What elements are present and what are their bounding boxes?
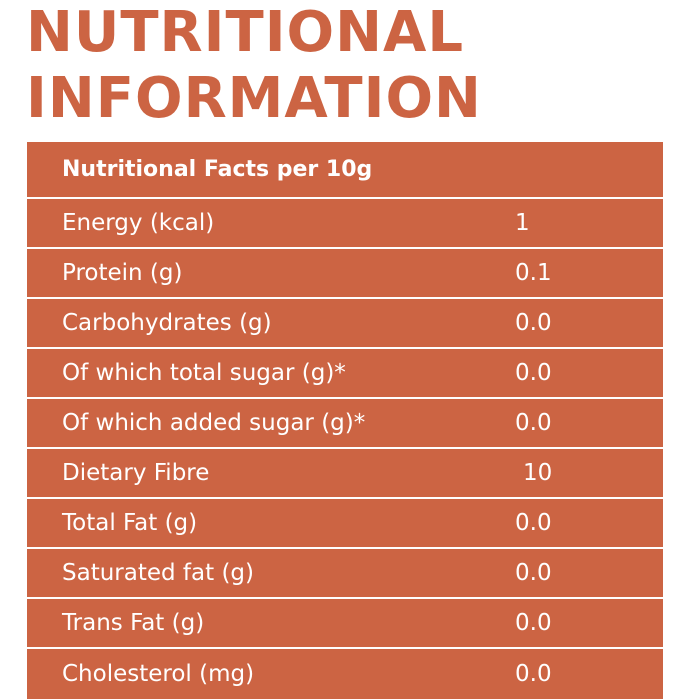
row-label: Dietary Fibre [62,460,210,486]
row-label: Total Fat (g) [62,510,198,536]
row-label: Of which total sugar (g)* [62,360,346,386]
table-row: Of which total sugar (g)* 0.0 [27,349,663,399]
table-row: Of which added sugar (g)* 0.0 [27,399,663,449]
row-label: Saturated fat (g) [62,560,254,586]
row-label: Cholesterol (mg) [62,661,255,687]
row-value: 0.0 [515,510,552,536]
table-row: Protein (g) 0.1 [27,249,663,299]
table-row: Total Fat (g) 0.0 [27,499,663,549]
row-label: Trans Fat (g) [62,610,205,636]
row-value: 0.0 [515,560,552,586]
row-label: Carbohydrates (g) [62,310,272,336]
row-value: 1 [515,210,530,236]
title-line-2: INFORMATION [26,66,482,131]
row-value: 0.0 [515,610,552,636]
row-value: 10 [523,460,553,486]
row-label: Energy (kcal) [62,210,215,236]
table-row: Carbohydrates (g) 0.0 [27,299,663,349]
page-title: NUTRITIONAL INFORMATION [26,0,482,132]
row-value: 0.0 [515,661,552,687]
table-row: Trans Fat (g) 0.0 [27,599,663,649]
row-value: 0.0 [515,360,552,386]
row-label: Of which added sugar (g)* [62,410,366,436]
row-value: 0.0 [515,410,552,436]
table-header-label: Nutritional Facts per 10g [62,157,373,182]
table-row: Saturated fat (g) 0.0 [27,549,663,599]
table-header-row: Nutritional Facts per 10g [27,142,663,199]
row-value: 0.0 [515,310,552,336]
nutrition-table: Nutritional Facts per 10g Energy (kcal) … [27,142,663,699]
table-row: Energy (kcal) 1 [27,199,663,249]
title-line-1: NUTRITIONAL [26,0,465,65]
table-row: Dietary Fibre 10 [27,449,663,499]
row-value: 0.1 [515,260,552,286]
row-label: Protein (g) [62,260,183,286]
table-row: Cholesterol (mg) 0.0 [27,649,663,699]
